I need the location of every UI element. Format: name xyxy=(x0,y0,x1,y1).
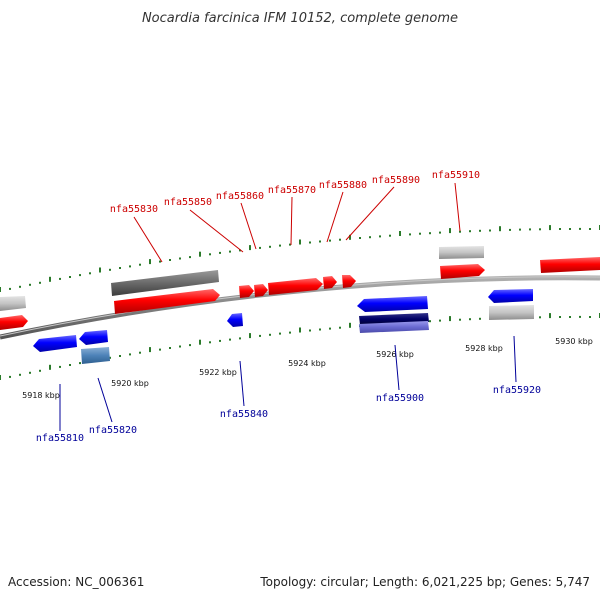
accession-text: Accession: NC_006361 xyxy=(8,575,144,589)
gene-arrow[interactable] xyxy=(254,284,268,297)
forward-misc-track xyxy=(0,246,484,311)
gene-feature[interactable] xyxy=(81,347,110,364)
gene-arrow[interactable] xyxy=(114,289,220,314)
gene-label[interactable]: nfa55820 xyxy=(89,425,137,436)
gene-feature[interactable] xyxy=(359,321,429,333)
tick-label: 5926 kbp xyxy=(376,350,414,359)
forward-gene-track xyxy=(0,257,600,330)
gene-feature[interactable] xyxy=(439,246,484,259)
gene-arrow[interactable] xyxy=(342,275,356,288)
tick-label: 5928 kbp xyxy=(465,344,503,353)
gene-label[interactable]: nfa55860 xyxy=(216,191,264,202)
gene-label[interactable]: nfa55890 xyxy=(372,175,420,186)
gene-arrow[interactable] xyxy=(323,276,337,289)
gene-arrow[interactable] xyxy=(540,257,600,273)
inner-tick-ring xyxy=(0,313,600,380)
gene-label[interactable]: nfa55910 xyxy=(432,170,480,181)
gene-arrow[interactable] xyxy=(488,289,533,303)
gene-feature[interactable] xyxy=(111,270,219,296)
gene-arrow[interactable] xyxy=(33,335,77,352)
gene-label[interactable]: nfa55880 xyxy=(319,180,367,191)
tick-label: 5930 kbp xyxy=(555,337,593,346)
gene-arrow[interactable] xyxy=(79,330,108,345)
gene-arrow[interactable] xyxy=(268,278,323,295)
gene-feature[interactable] xyxy=(0,296,26,311)
tick-label: 5920 kbp xyxy=(111,379,149,388)
gene-label[interactable]: nfa55840 xyxy=(220,409,268,420)
gene-label[interactable]: nfa55850 xyxy=(164,197,212,208)
gene-label[interactable]: nfa55870 xyxy=(268,185,316,196)
tick-label: 5918 kbp xyxy=(22,391,60,400)
gene-arrow[interactable] xyxy=(357,296,428,312)
gene-feature[interactable] xyxy=(489,305,534,320)
gene-arrow[interactable] xyxy=(239,285,254,298)
map-title: Nocardia farcinica IFM 10152, complete g… xyxy=(142,11,458,26)
reverse-gene-track xyxy=(33,289,533,352)
gene-label[interactable]: nfa55810 xyxy=(36,433,84,444)
gene-label[interactable]: nfa55920 xyxy=(493,385,541,396)
reverse-gene-labels: nfa55810 nfa55820 nfa55840 nfa55900 nfa5… xyxy=(36,385,541,444)
gene-arrow[interactable] xyxy=(0,315,28,330)
gene-arrow[interactable] xyxy=(227,313,243,327)
forward-callout-lines xyxy=(133,182,461,263)
tick-label: 5924 kbp xyxy=(288,359,326,368)
gene-label[interactable]: nfa55830 xyxy=(110,204,158,215)
outer-tick-ring xyxy=(0,225,600,292)
gene-label[interactable]: nfa55900 xyxy=(376,393,424,404)
gene-arrow[interactable] xyxy=(440,264,485,279)
reverse-misc-track xyxy=(81,305,534,364)
reverse-callout-lines xyxy=(59,335,517,431)
genome-summary-text: Topology: circular; Length: 6,021,225 bp… xyxy=(259,575,590,589)
forward-gene-labels: nfa55830 nfa55850 nfa55860 nfa55870 nfa5… xyxy=(110,170,480,215)
tick-labels: 5918 kbp 5920 kbp 5922 kbp 5924 kbp 5926… xyxy=(22,337,593,400)
tick-label: 5922 kbp xyxy=(199,368,237,377)
